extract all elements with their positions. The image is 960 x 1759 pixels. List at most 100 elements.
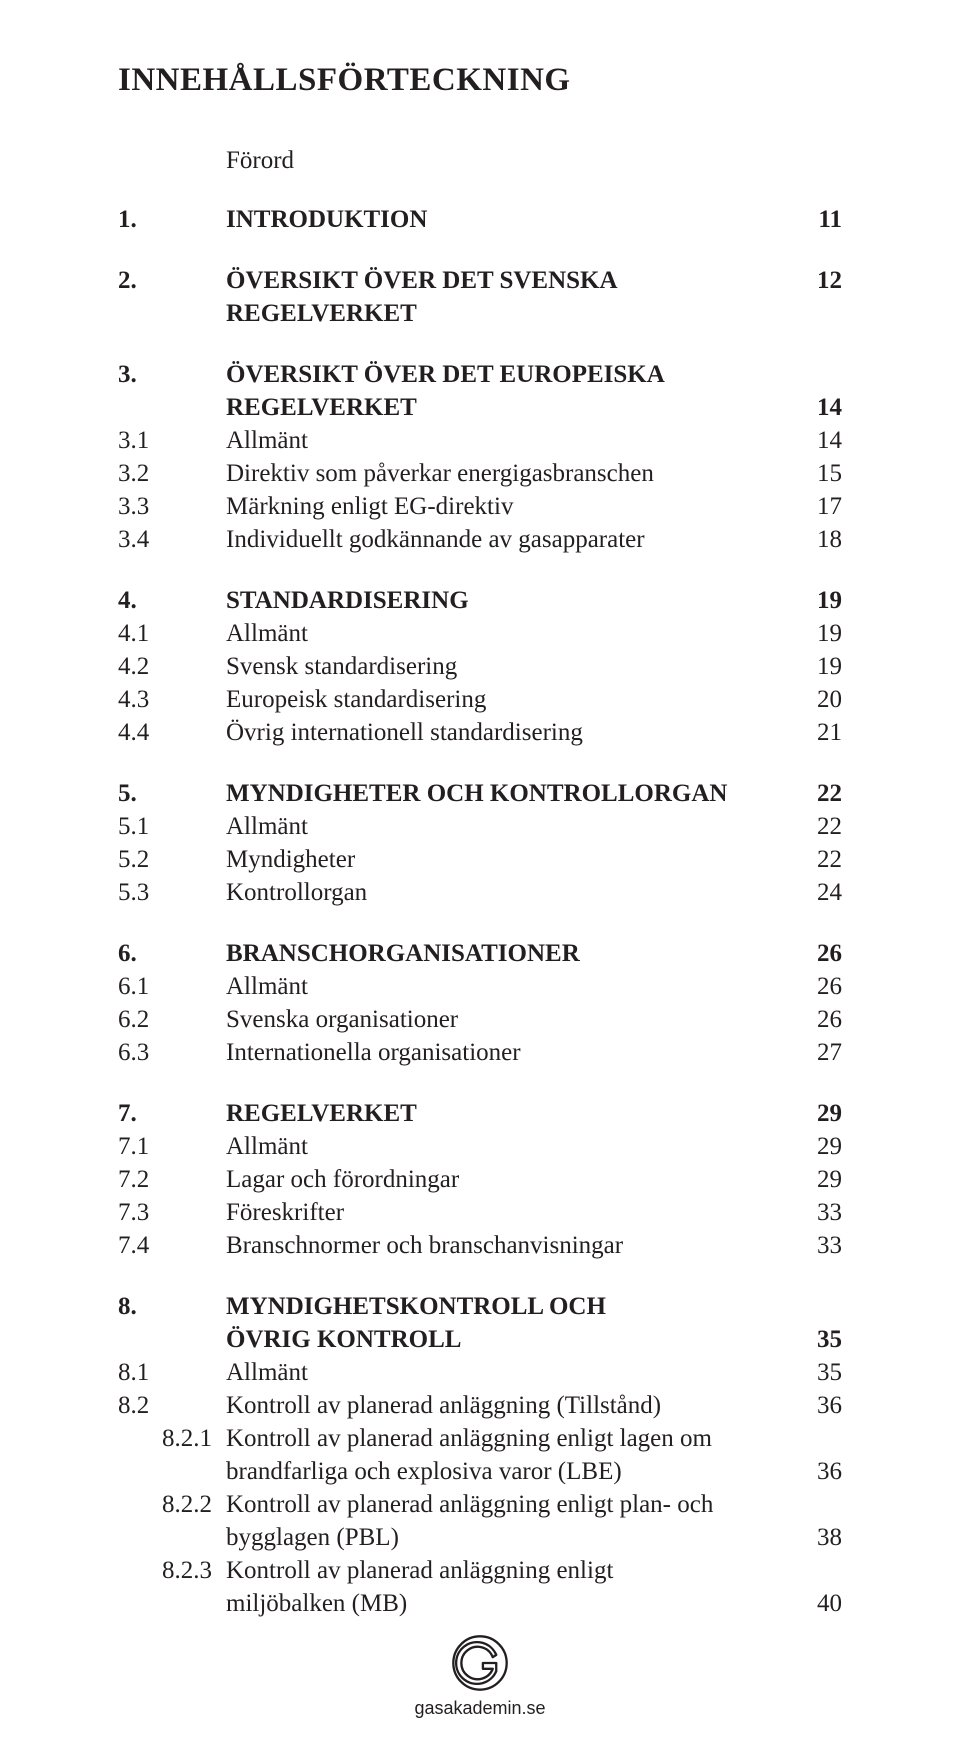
toc-label: Allmänt bbox=[226, 970, 806, 1003]
toc-number: 3.1 bbox=[118, 424, 226, 457]
toc-page: 22 bbox=[806, 777, 842, 810]
toc-page: 35 bbox=[806, 1356, 842, 1389]
toc-label: Branschnormer och branschanvisningar bbox=[226, 1229, 806, 1262]
toc-label: ÖVERSIKT ÖVER DET SVENSKA REGELVERKET bbox=[226, 264, 806, 330]
toc-row: miljöbalken (MB)40 bbox=[118, 1587, 842, 1620]
toc-label: bygglagen (PBL) bbox=[226, 1521, 806, 1554]
toc-label: miljöbalken (MB) bbox=[226, 1587, 806, 1620]
toc-number: 3.4 bbox=[118, 523, 226, 556]
toc-label: Direktiv som påverkar energigasbranschen bbox=[226, 457, 806, 490]
toc-row: 5.1Allmänt22 bbox=[118, 810, 842, 843]
toc-label: Kontroll av planerad anläggning (Tillstå… bbox=[226, 1389, 806, 1422]
toc-label: Svenska organisationer bbox=[226, 1003, 806, 1036]
toc-page: 24 bbox=[806, 876, 842, 909]
toc-section: 3.ÖVERSIKT ÖVER DET EUROPEISKAREGELVERKE… bbox=[118, 358, 842, 556]
toc-page: 18 bbox=[806, 523, 842, 556]
toc-page: 26 bbox=[806, 937, 842, 970]
toc-number: 6. bbox=[118, 937, 226, 970]
toc-page: 14 bbox=[806, 391, 842, 424]
toc-page: 12 bbox=[806, 264, 842, 297]
toc-row: brandfarliga och explosiva varor (LBE)36 bbox=[118, 1455, 842, 1488]
toc-number: 6.1 bbox=[118, 970, 226, 1003]
toc-label: Föreskrifter bbox=[226, 1196, 806, 1229]
toc-page: 15 bbox=[806, 457, 842, 490]
toc-page: 20 bbox=[806, 683, 842, 716]
toc-section: 5.MYNDIGHETER OCH KONTROLLORGAN225.1Allm… bbox=[118, 777, 842, 909]
toc-number: 4.3 bbox=[118, 683, 226, 716]
footer: gasakademin.se bbox=[0, 1634, 960, 1719]
foreword-label: Förord bbox=[226, 147, 294, 174]
toc-label: Kontrollorgan bbox=[226, 876, 806, 909]
toc-number: 7.1 bbox=[118, 1130, 226, 1163]
toc-label: Allmänt bbox=[226, 424, 806, 457]
toc-number: 5.1 bbox=[118, 810, 226, 843]
toc-page: 29 bbox=[806, 1163, 842, 1196]
toc-number: 6.2 bbox=[118, 1003, 226, 1036]
toc-row: 4.4Övrig internationell standardisering2… bbox=[118, 716, 842, 749]
toc-label: Kontroll av planerad anläggning enligt bbox=[226, 1554, 842, 1587]
toc-label: Individuellt godkännande av gasapparater bbox=[226, 523, 806, 556]
toc-number: 3.3 bbox=[118, 490, 226, 523]
toc-label: Internationella organisationer bbox=[226, 1036, 806, 1069]
toc-row: 5.3Kontrollorgan24 bbox=[118, 876, 842, 909]
toc-row: 3.1Allmänt14 bbox=[118, 424, 842, 457]
toc-label: MYNDIGHETSKONTROLL OCH bbox=[226, 1290, 842, 1323]
toc-number: 7. bbox=[118, 1097, 226, 1130]
toc-label: Allmänt bbox=[226, 1356, 806, 1389]
toc-page: 22 bbox=[806, 810, 842, 843]
toc-row: 6.3Internationella organisationer27 bbox=[118, 1036, 842, 1069]
toc-section: 8.MYNDIGHETSKONTROLL OCHÖVRIG KONTROLL35… bbox=[118, 1290, 842, 1620]
toc-number: 8.2 bbox=[118, 1389, 226, 1422]
toc-page: 29 bbox=[806, 1097, 842, 1130]
toc-label: INTRODUKTION bbox=[226, 203, 806, 236]
toc-section: 6.BRANSCHORGANISATIONER266.1Allmänt266.2… bbox=[118, 937, 842, 1069]
toc-page: 36 bbox=[806, 1455, 842, 1488]
toc-page: 19 bbox=[806, 617, 842, 650]
toc-row: 7.4Branschnormer och branschanvisningar3… bbox=[118, 1229, 842, 1262]
toc-section: 1.INTRODUKTION11 bbox=[118, 203, 842, 236]
toc-row: 6.1Allmänt26 bbox=[118, 970, 842, 1003]
toc-page: 14 bbox=[806, 424, 842, 457]
toc-label: brandfarliga och explosiva varor (LBE) bbox=[226, 1455, 806, 1488]
toc-row: 6.2Svenska organisationer26 bbox=[118, 1003, 842, 1036]
toc-row: 3.2Direktiv som påverkar energigasbransc… bbox=[118, 457, 842, 490]
toc-label: Allmänt bbox=[226, 617, 806, 650]
toc-number: 8. bbox=[118, 1290, 226, 1323]
toc-number: 8.2.1 bbox=[118, 1422, 226, 1455]
toc-row: 3.3Märkning enligt EG-direktiv17 bbox=[118, 490, 842, 523]
toc-label: Kontroll av planerad anläggning enligt p… bbox=[226, 1488, 842, 1521]
toc-row: 6.BRANSCHORGANISATIONER26 bbox=[118, 937, 842, 970]
toc-number: 2. bbox=[118, 264, 226, 297]
toc-row: 2.ÖVERSIKT ÖVER DET SVENSKA REGELVERKET1… bbox=[118, 264, 842, 330]
toc-number: 5. bbox=[118, 777, 226, 810]
toc-number: 3. bbox=[118, 358, 226, 391]
toc-section: 2.ÖVERSIKT ÖVER DET SVENSKA REGELVERKET1… bbox=[118, 264, 842, 330]
toc-page: 11 bbox=[806, 203, 842, 236]
toc-number: 8.2.3 bbox=[118, 1554, 226, 1587]
toc-number: 5.3 bbox=[118, 876, 226, 909]
toc-label: Allmänt bbox=[226, 1130, 806, 1163]
toc-page: 29 bbox=[806, 1130, 842, 1163]
toc-label: Kontroll av planerad anläggning enligt l… bbox=[226, 1422, 842, 1455]
toc-page: 33 bbox=[806, 1196, 842, 1229]
gasakademin-logo-icon bbox=[451, 1634, 509, 1692]
toc-number: 5.2 bbox=[118, 843, 226, 876]
toc-page: 17 bbox=[806, 490, 842, 523]
toc-label: ÖVRIG KONTROLL bbox=[226, 1323, 806, 1356]
toc-row: 4.STANDARDISERING19 bbox=[118, 584, 842, 617]
toc-row: ÖVRIG KONTROLL35 bbox=[118, 1323, 842, 1356]
toc-label: ÖVERSIKT ÖVER DET EUROPEISKA bbox=[226, 358, 842, 391]
toc-row: 8.MYNDIGHETSKONTROLL OCH bbox=[118, 1290, 842, 1323]
toc-page: 27 bbox=[806, 1036, 842, 1069]
table-of-contents: 1.INTRODUKTION11 2.ÖVERSIKT ÖVER DET SVEN… bbox=[118, 203, 842, 1620]
toc-number: 8.2.2 bbox=[118, 1488, 226, 1521]
toc-number: 8.1 bbox=[118, 1356, 226, 1389]
toc-row: 5.MYNDIGHETER OCH KONTROLLORGAN22 bbox=[118, 777, 842, 810]
toc-row: 7.3Föreskrifter33 bbox=[118, 1196, 842, 1229]
toc-number: 7.3 bbox=[118, 1196, 226, 1229]
toc-label: STANDARDISERING bbox=[226, 584, 806, 617]
toc-number: 4. bbox=[118, 584, 226, 617]
toc-label: Märkning enligt EG-direktiv bbox=[226, 490, 806, 523]
toc-label: Lagar och förordningar bbox=[226, 1163, 806, 1196]
toc-label: Allmänt bbox=[226, 810, 806, 843]
